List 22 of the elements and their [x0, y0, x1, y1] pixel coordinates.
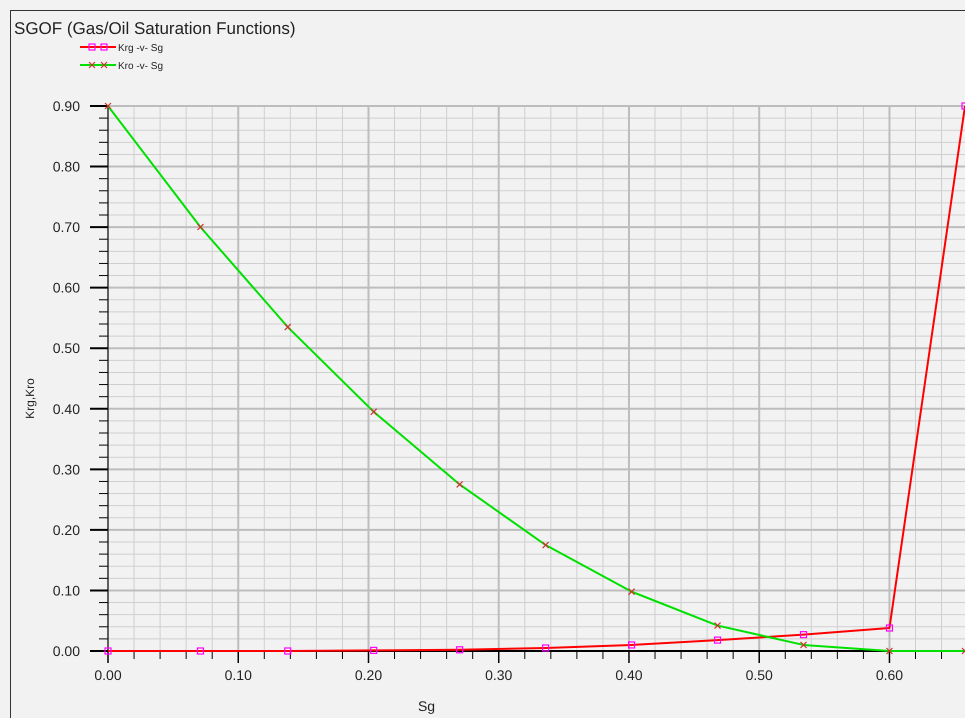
y-tick-label: 0.30 — [52, 461, 80, 478]
x-tick-label: 0.10 — [224, 667, 252, 683]
y-tick-label: 0.90 — [52, 98, 80, 114]
y-tick-label: 0.00 — [52, 643, 80, 659]
y-tick-label: 0.60 — [52, 280, 80, 296]
y-tick-label: 0.80 — [52, 158, 80, 175]
x-tick-label: 0.50 — [746, 667, 774, 683]
x-tick-label: 0.00 — [94, 667, 122, 683]
y-axis-title: Krg,Kro — [23, 378, 37, 419]
y-tick-label: 0.70 — [52, 219, 80, 236]
x-axis-title: Sg — [418, 698, 436, 714]
y-tick-label: 0.20 — [52, 522, 80, 538]
legend-label: Krg -v- Sg — [118, 43, 164, 54]
x-tick-label: 0.40 — [615, 667, 643, 683]
y-tick-label: 0.10 — [52, 582, 80, 598]
x-tick-label: 0.60 — [876, 667, 904, 683]
chart-title: SGOF (Gas/Oil Saturation Functions) — [14, 19, 296, 38]
y-tick-label: 0.50 — [52, 340, 80, 356]
x-tick-label: 0.30 — [485, 667, 513, 683]
x-tick-label: 0.20 — [354, 667, 382, 683]
legend-label: Kro -v- Sg — [118, 61, 164, 72]
y-tick-label: 0.40 — [52, 400, 80, 417]
